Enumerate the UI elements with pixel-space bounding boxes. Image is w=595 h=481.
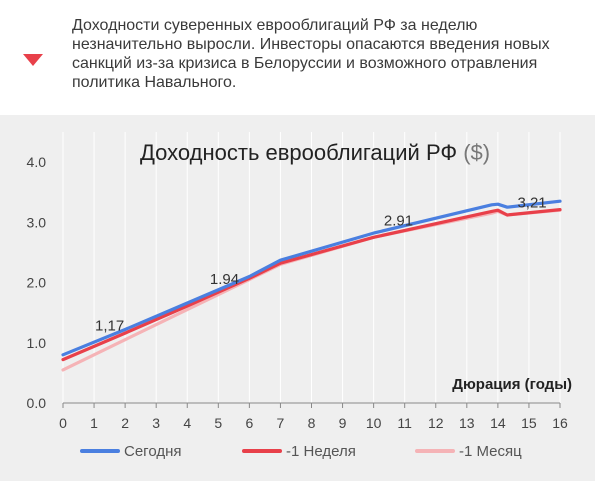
- data-label: 2.91: [384, 213, 413, 230]
- legend-item: Сегодня: [80, 437, 182, 465]
- legend-label: -1 Неделя: [286, 442, 356, 460]
- series-line: [61, 208, 562, 362]
- y-tick-label: 3.0: [27, 214, 47, 230]
- legend-swatch: [242, 449, 282, 453]
- chart-panel: [0, 115, 595, 481]
- x-tick-label: 4: [183, 415, 191, 431]
- x-tick-label: 14: [490, 415, 506, 431]
- x-tick-label: 8: [308, 415, 316, 431]
- data-label: 1,17: [95, 318, 124, 335]
- x-tick-label: 5: [214, 415, 222, 431]
- y-tick-label: 4.0: [27, 154, 47, 170]
- x-tick-label: 2: [121, 415, 129, 431]
- x-tick-label: 6: [245, 415, 253, 431]
- legend-label: Сегодня: [124, 442, 182, 460]
- x-tick-label: 0: [59, 415, 67, 431]
- x-tick-label: 9: [339, 415, 347, 431]
- x-tick-label: 7: [277, 415, 285, 431]
- x-tick-label: 1: [90, 415, 98, 431]
- legend-item: -1 Неделя: [242, 437, 356, 465]
- chart-title: Доходность еврооблигаций РФ ($): [140, 140, 490, 165]
- x-tick-label: 11: [397, 415, 412, 431]
- data-label: 3,21: [517, 195, 546, 212]
- x-tick-label: 10: [366, 415, 382, 431]
- x-tick-label: 13: [459, 415, 475, 431]
- chart-legend: Сегодня -1 Неделя -1 Месяц: [0, 437, 595, 465]
- legend-label: -1 Месяц: [459, 442, 522, 460]
- y-tick-label: 1.0: [27, 335, 47, 351]
- legend-item: -1 Месяц: [415, 437, 522, 465]
- legend-swatch: [415, 449, 455, 453]
- x-tick-label: 3: [152, 415, 160, 431]
- series-line: [61, 199, 562, 357]
- y-tick-label: 2.0: [27, 275, 47, 291]
- legend-swatch: [80, 449, 120, 453]
- x-tick-label: 12: [428, 415, 444, 431]
- x-tick-label: 15: [521, 415, 537, 431]
- headline-text: Доходности суверенных еврооблигаций РФ з…: [72, 17, 550, 91]
- x-axis-label: Дюрация (годы): [452, 376, 572, 393]
- data-label: 1.94: [210, 271, 239, 288]
- x-tick-label: 16: [552, 415, 568, 431]
- y-tick-label: 0.0: [27, 395, 47, 411]
- header: Доходности суверенных еврооблигаций РФ з…: [0, 0, 595, 110]
- chart-title-unit: ($): [463, 140, 490, 165]
- triangle-down-icon: [23, 54, 43, 66]
